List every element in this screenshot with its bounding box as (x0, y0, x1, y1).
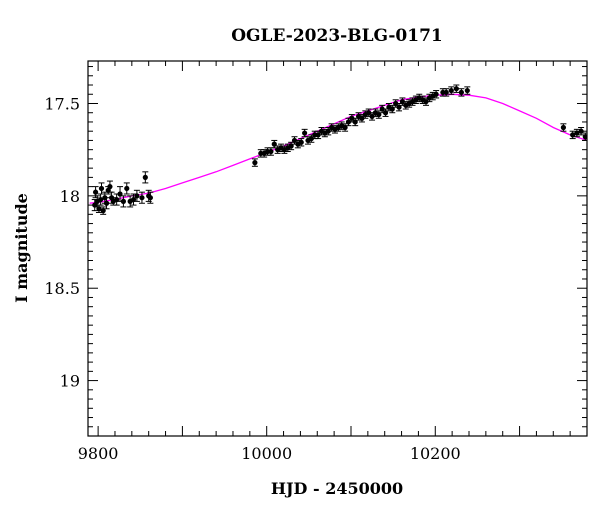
data-point (114, 196, 120, 203)
data-point (448, 87, 454, 94)
y-tick-label: 19 (60, 372, 80, 391)
data-point (302, 130, 308, 136)
x-tick-label: 9800 (78, 444, 119, 463)
data-point (453, 86, 459, 92)
axis-ticks: 9800 10000 10200 17.5 18 18.5 19 (44, 61, 588, 463)
data-point (578, 128, 584, 134)
x-axis-label: HJD - 2450000 (271, 479, 403, 498)
data-point (369, 113, 375, 120)
model-curve (89, 93, 587, 204)
x-tick-label: 10200 (410, 444, 461, 463)
data-point (345, 119, 352, 125)
data-point (399, 99, 406, 105)
data-point (96, 206, 102, 212)
data-point (560, 124, 566, 131)
data-point (92, 202, 98, 208)
data-point (98, 185, 105, 192)
data-point (92, 189, 99, 195)
data-point (139, 195, 145, 201)
data-point (252, 160, 258, 166)
data-point (130, 196, 137, 203)
plot-content (89, 84, 587, 215)
data-point (124, 185, 130, 192)
data-point (443, 89, 449, 96)
data-point (570, 132, 576, 138)
data-point (98, 196, 104, 203)
data-point (433, 91, 439, 97)
data-point (382, 110, 389, 116)
data-point (271, 141, 277, 147)
data-point (103, 200, 110, 206)
data-point (423, 99, 429, 105)
chart-title: OGLE-2023-BLG-0171 (231, 26, 443, 46)
y-axis-label: I magnitude (12, 193, 31, 303)
data-point (120, 198, 127, 204)
data-point (268, 148, 274, 155)
data-point (291, 137, 298, 144)
y-tick-label: 17.5 (44, 94, 80, 113)
data-point (308, 135, 314, 142)
data-point (298, 139, 304, 145)
data-point (117, 191, 123, 197)
x-tick-label: 10000 (241, 444, 292, 463)
data-point (325, 128, 331, 134)
y-tick-label: 18.5 (44, 279, 80, 298)
data-point (393, 100, 399, 107)
data-point (288, 143, 294, 149)
y-tick-label: 18 (60, 187, 80, 206)
data-point (315, 132, 321, 138)
data-point (100, 208, 106, 214)
data-point (574, 130, 580, 136)
data-point (134, 193, 140, 199)
data-point (366, 110, 372, 116)
data-point (396, 104, 402, 110)
data-point (379, 106, 385, 112)
data-point (349, 115, 355, 121)
data-point (352, 119, 358, 125)
data-point (389, 106, 395, 112)
data-point (359, 115, 365, 121)
data-point (464, 87, 470, 94)
plot-frame (87, 60, 588, 437)
plot-area (89, 84, 587, 215)
data-point (376, 111, 382, 118)
data-point (458, 89, 465, 96)
data-point (582, 134, 587, 140)
data-point (147, 195, 153, 201)
data-point (142, 174, 148, 180)
data-point (342, 124, 348, 131)
data-point (107, 184, 113, 190)
